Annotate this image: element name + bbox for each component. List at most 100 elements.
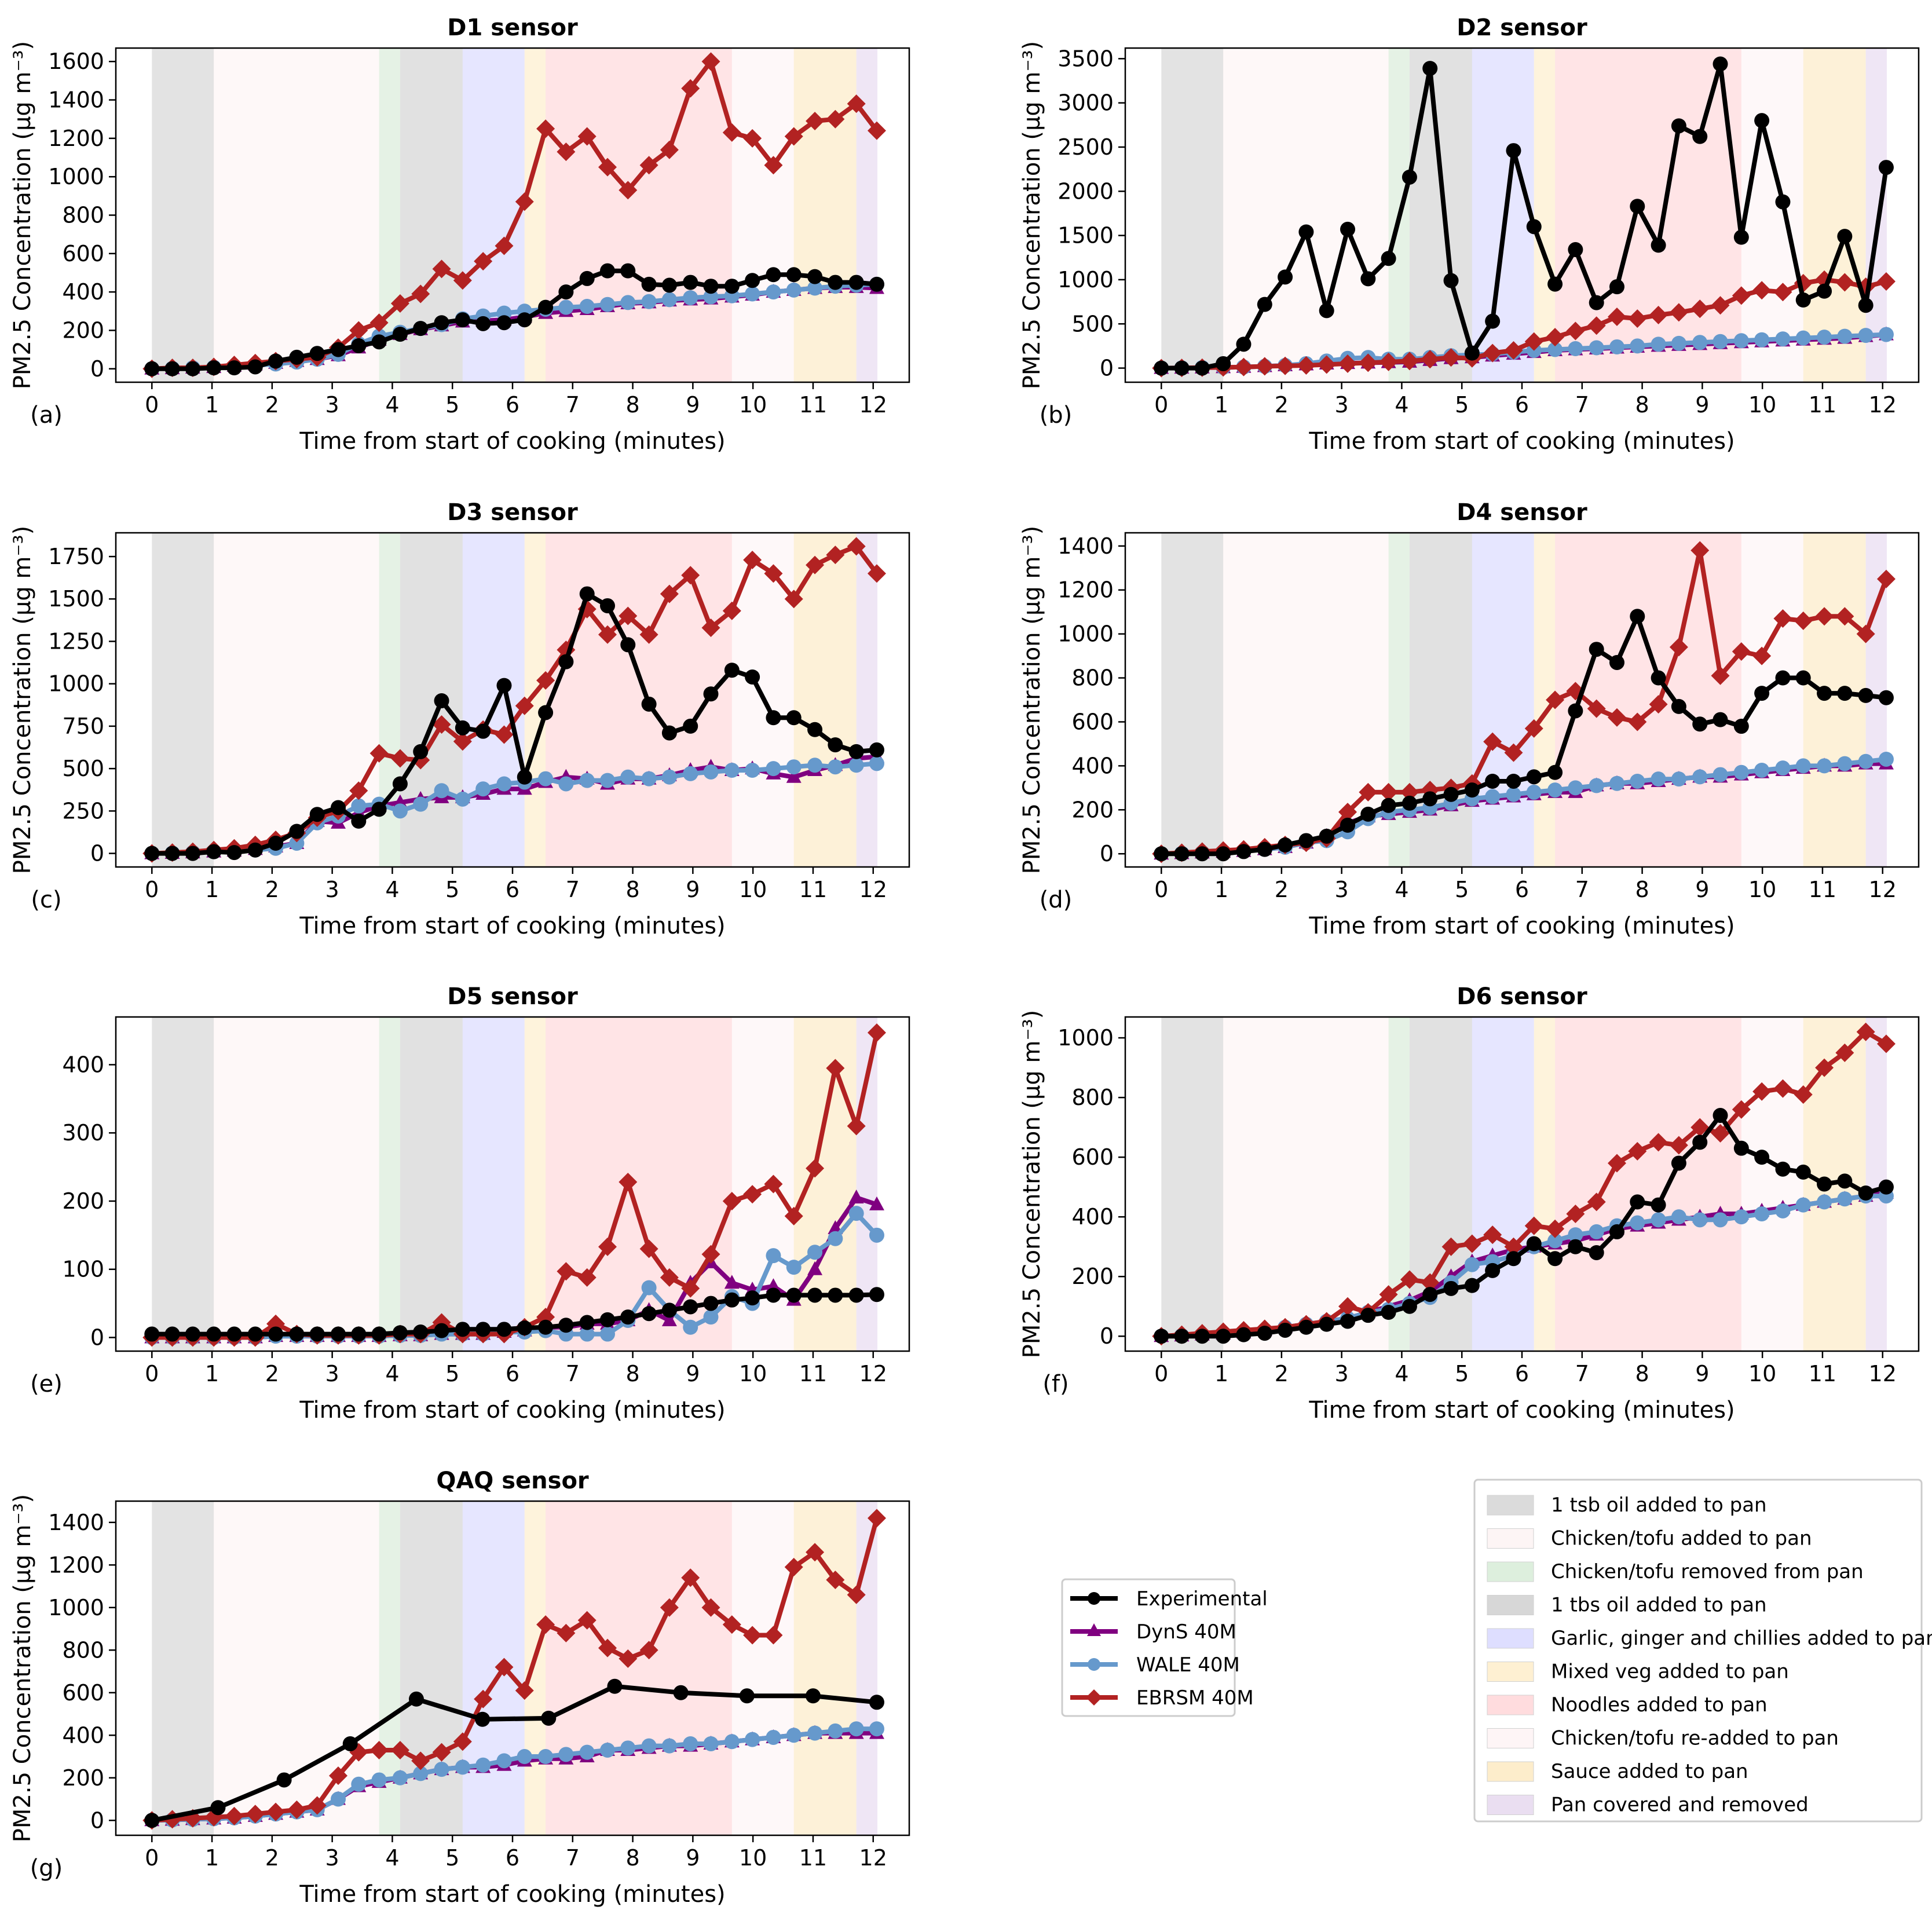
data-point	[869, 276, 884, 292]
data-point	[390, 749, 409, 768]
data-point	[784, 590, 803, 609]
data-point	[289, 349, 305, 365]
y-tick-label: 100	[62, 1257, 104, 1282]
data-point	[1876, 569, 1896, 588]
data-point	[1754, 332, 1770, 347]
data-point	[598, 1237, 617, 1256]
data-point	[1630, 1215, 1645, 1231]
data-point	[1236, 844, 1252, 859]
phase-swatch	[1487, 1595, 1534, 1615]
data-point	[1485, 1263, 1501, 1278]
data-point	[1630, 773, 1645, 789]
phase-legend-label: Chicken/tofu removed from pan	[1551, 1560, 1864, 1583]
data-point	[847, 537, 866, 556]
data-point	[1276, 356, 1295, 375]
data-point	[247, 842, 263, 858]
data-point	[1589, 778, 1604, 793]
data-point	[1817, 1194, 1832, 1210]
phase-band	[524, 1017, 546, 1351]
x-tick-label: 1	[205, 1845, 219, 1871]
y-tick-label: 1500	[48, 586, 104, 612]
data-point	[210, 1800, 226, 1816]
data-point	[848, 1287, 864, 1303]
chart-title: D1 sensor	[447, 14, 578, 41]
data-point	[641, 294, 657, 309]
x-axis-label: Time from start of cooking (minutes)	[1308, 428, 1735, 455]
series-line-experimental	[149, 1684, 879, 1823]
data-point	[1858, 298, 1874, 313]
data-point	[1878, 160, 1894, 175]
x-tick-label: 2	[265, 1845, 279, 1871]
data-point	[515, 1681, 534, 1700]
data-point	[1858, 1185, 1874, 1201]
phase-band	[462, 533, 525, 867]
x-tick-label: 3	[1335, 1361, 1349, 1386]
data-point	[1547, 1251, 1563, 1267]
data-point	[1524, 1216, 1543, 1235]
data-point	[1154, 1329, 1169, 1344]
data-point	[413, 321, 429, 336]
data-point	[1795, 1197, 1811, 1213]
data-point	[474, 1689, 493, 1708]
data-point	[1506, 786, 1521, 802]
data-point	[1713, 712, 1728, 727]
phase-band	[1534, 1017, 1556, 1351]
data-point	[869, 756, 884, 771]
data-point	[743, 1626, 762, 1645]
data-point	[867, 121, 886, 140]
data-point	[1443, 1280, 1459, 1296]
chart-title: D3 sensor	[447, 499, 578, 526]
data-point	[1546, 1219, 1565, 1238]
data-point	[276, 1772, 292, 1788]
phase-swatch	[1487, 1662, 1534, 1682]
x-tick-label: 12	[1869, 877, 1897, 902]
series-experimental	[1154, 609, 1894, 862]
data-point	[703, 279, 719, 294]
x-tick-label: 9	[686, 877, 700, 902]
phase-band	[152, 1501, 214, 1835]
data-point	[1504, 743, 1523, 762]
x-tick-label: 3	[325, 1361, 339, 1386]
data-point	[745, 763, 760, 778]
data-point	[1628, 712, 1647, 731]
data-point	[1298, 833, 1314, 848]
phase-band	[1741, 1017, 1803, 1351]
data-point	[1690, 299, 1710, 319]
data-point	[1651, 1197, 1666, 1213]
y-axis-label: PM2.5 Concentration (μg m⁻³)	[1019, 41, 1045, 390]
x-tick-label: 4	[1395, 1361, 1408, 1386]
data-point	[661, 769, 677, 785]
data-point	[599, 1312, 615, 1327]
data-point	[1817, 1176, 1832, 1192]
data-point	[703, 686, 719, 702]
series-ebrsm	[1152, 270, 1896, 378]
data-point	[1402, 1298, 1417, 1314]
data-point	[541, 1710, 557, 1726]
data-point	[1837, 1191, 1853, 1207]
data-point	[1795, 330, 1811, 346]
data-point	[1690, 541, 1710, 560]
data-point	[607, 1678, 623, 1694]
x-tick-label: 12	[1869, 392, 1897, 418]
data-point	[432, 259, 451, 279]
data-point	[557, 142, 576, 162]
data-point	[807, 1261, 823, 1275]
data-point	[703, 1309, 719, 1325]
data-point	[496, 678, 512, 693]
data-point	[620, 1740, 636, 1756]
x-tick-label: 8	[625, 877, 639, 902]
data-point	[577, 1268, 597, 1287]
legend-ebrsm-label: EBRSM 40M	[1136, 1686, 1254, 1710]
chart-title: D5 sensor	[447, 983, 578, 1010]
data-point	[598, 1638, 617, 1657]
data-point	[619, 606, 638, 625]
y-tick-label: 0	[90, 1807, 104, 1833]
phase-band	[1409, 48, 1472, 382]
data-point	[1649, 695, 1668, 714]
data-point	[1506, 143, 1521, 159]
series-experimental	[144, 1678, 884, 1828]
data-point	[1878, 1179, 1894, 1195]
data-point	[1154, 846, 1169, 862]
data-point	[225, 1806, 244, 1825]
x-axis-label: Time from start of cooking (minutes)	[299, 428, 725, 455]
